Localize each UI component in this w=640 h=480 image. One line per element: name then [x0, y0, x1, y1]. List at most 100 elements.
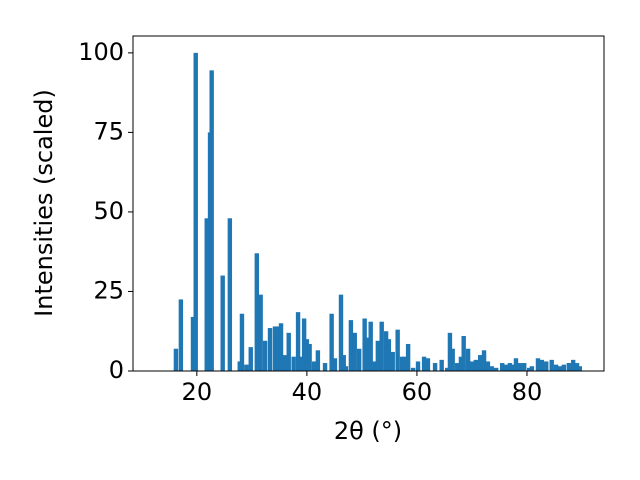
bar [410, 367, 416, 371]
bar [402, 356, 408, 371]
bar [239, 313, 245, 371]
bar [415, 361, 421, 371]
bar [421, 356, 427, 371]
x-tick-label: 60 [402, 378, 433, 406]
bar [227, 218, 233, 371]
bar [282, 355, 288, 371]
bar [500, 363, 505, 371]
bar [458, 356, 464, 371]
bar [343, 366, 349, 371]
y-tick-label: 75 [93, 117, 124, 145]
x-tick-label: 20 [182, 378, 213, 406]
bar [461, 336, 466, 371]
bar [549, 359, 554, 371]
bar [444, 367, 450, 371]
bar [375, 340, 381, 371]
x-tick-label: 40 [292, 378, 323, 406]
bar [557, 366, 563, 371]
bar [267, 328, 273, 371]
bar [465, 348, 471, 371]
bar [390, 351, 395, 371]
plot-frame [132, 35, 605, 372]
bar [262, 340, 268, 371]
bar [338, 294, 344, 371]
bar [526, 367, 532, 371]
bar [371, 361, 377, 371]
y-axis-label: Intensities (scaled) [30, 89, 58, 317]
x-axis-label: 2θ (°) [334, 417, 402, 445]
bar [190, 316, 196, 371]
bar [329, 313, 334, 371]
bar [258, 294, 263, 371]
bar [383, 331, 389, 371]
bar [570, 359, 576, 371]
bar [298, 356, 304, 371]
bar [507, 363, 513, 371]
bar [248, 347, 253, 371]
bar [477, 355, 483, 371]
bar [307, 343, 312, 371]
bar [454, 363, 460, 371]
bar [513, 358, 519, 371]
bar [178, 299, 184, 371]
bar [286, 332, 291, 371]
bar [332, 358, 338, 371]
bar [209, 70, 214, 371]
bar [173, 348, 179, 371]
bar [311, 361, 317, 371]
bar [386, 339, 392, 371]
bar [254, 253, 260, 371]
bar [278, 323, 284, 371]
bar [322, 363, 328, 371]
bar [432, 363, 438, 371]
bar [447, 332, 453, 371]
bar [535, 358, 541, 371]
bar [425, 358, 431, 371]
bar [352, 332, 357, 371]
bar [193, 52, 198, 371]
y-tick-label: 0 [109, 356, 124, 384]
bar [220, 275, 225, 371]
bar [244, 364, 249, 371]
bar [450, 348, 455, 371]
bar [301, 318, 307, 371]
bar [315, 350, 321, 371]
bar [489, 366, 494, 371]
bar [365, 337, 371, 371]
y-tick-label: 50 [93, 197, 124, 225]
bar [561, 364, 567, 371]
bar [295, 312, 301, 371]
bar [399, 356, 405, 371]
bar [204, 218, 209, 371]
bar [511, 364, 516, 371]
bar [348, 320, 354, 371]
bar [469, 361, 475, 371]
bar [368, 321, 373, 371]
bar [503, 364, 509, 371]
bar [395, 329, 400, 371]
bar [379, 321, 384, 371]
bar [529, 366, 535, 371]
bar [341, 355, 346, 371]
bar [304, 339, 310, 371]
bar [544, 361, 549, 371]
bar [356, 348, 362, 371]
bar [517, 363, 523, 371]
bar [481, 350, 487, 371]
bar [539, 359, 545, 371]
bar [522, 363, 527, 371]
bar [577, 366, 582, 371]
bar [473, 359, 478, 371]
bar [272, 326, 278, 371]
bar [493, 367, 499, 371]
bar [275, 326, 280, 371]
bar [405, 343, 411, 371]
y-tick-label: 25 [93, 276, 124, 304]
bar [485, 361, 491, 371]
x-tick-label: 80 [512, 378, 543, 406]
bar [574, 363, 580, 371]
bar [553, 364, 559, 371]
bar [291, 356, 296, 371]
bar [439, 359, 444, 371]
